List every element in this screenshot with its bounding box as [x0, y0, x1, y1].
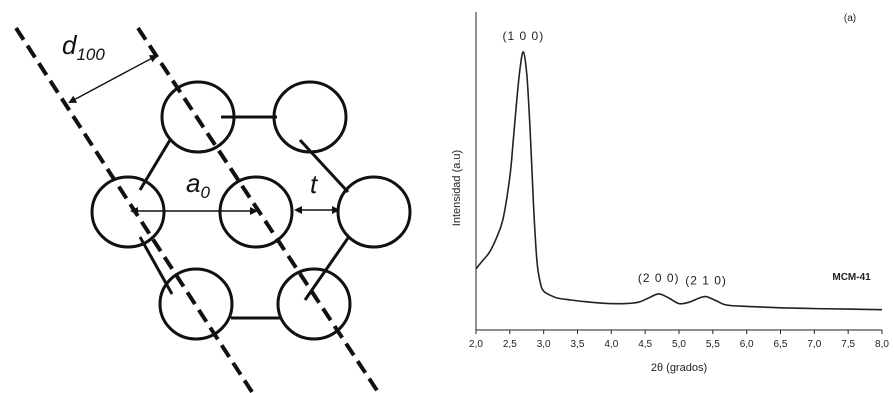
x-tick-label: 7,0 [807, 339, 821, 350]
lattice-plane-line [14, 26, 254, 393]
xrd-series-line [475, 51, 883, 311]
x-tick-label: 4,5 [638, 339, 652, 350]
x-tick-label: 6,5 [774, 339, 788, 350]
x-tick-label: 8,0 [875, 339, 889, 350]
x-tick-label: 2,5 [503, 339, 517, 350]
d100-arrow [68, 55, 158, 103]
peak-label: (1 0 0) [503, 29, 545, 43]
pore-circle [160, 80, 236, 154]
pore-circle [336, 175, 412, 249]
d100-label: d100 [62, 30, 105, 64]
t-label: t [310, 169, 319, 199]
pore-circle [272, 80, 348, 154]
xrd-chart: 2,0 2,5 3,0 3,5 4,0 4,5 5,0 5,5 6,0 6,5 7,0 7,5 8,0 … [451, 12, 889, 374]
x-tick-label: 7,5 [841, 339, 855, 350]
hex-edge [138, 139, 172, 191]
lattice-plane-line [136, 26, 380, 393]
x-tick-label: 6,0 [740, 339, 754, 350]
pore-circle [218, 175, 294, 249]
pore-circle [276, 267, 352, 341]
x-tick-label: 4,0 [604, 339, 618, 350]
y-axis-title: Intensidad (a.u) [451, 150, 463, 226]
x-tick-label: 3,5 [571, 339, 585, 350]
hexagonal-pore-diagram [14, 26, 412, 393]
x-tick-label: 3,0 [537, 339, 551, 350]
x-tick-label: 5,5 [706, 339, 720, 350]
pore-circle [90, 175, 166, 249]
hex-edge [298, 138, 350, 194]
pore-circle [158, 267, 234, 341]
x-tick-label: 2,0 [469, 339, 483, 350]
panel-label: (a) [844, 13, 856, 24]
peak-label: (2 0 0) [638, 271, 680, 285]
series-label-mcm41: MCM-41 [832, 272, 871, 283]
a0-label: a0 [186, 168, 210, 202]
x-axis-title: 2θ (grados) [651, 362, 707, 374]
hex-edge [303, 237, 350, 301]
x-tick-label: 5,0 [672, 339, 686, 350]
peak-label: (2 1 0) [685, 274, 727, 288]
